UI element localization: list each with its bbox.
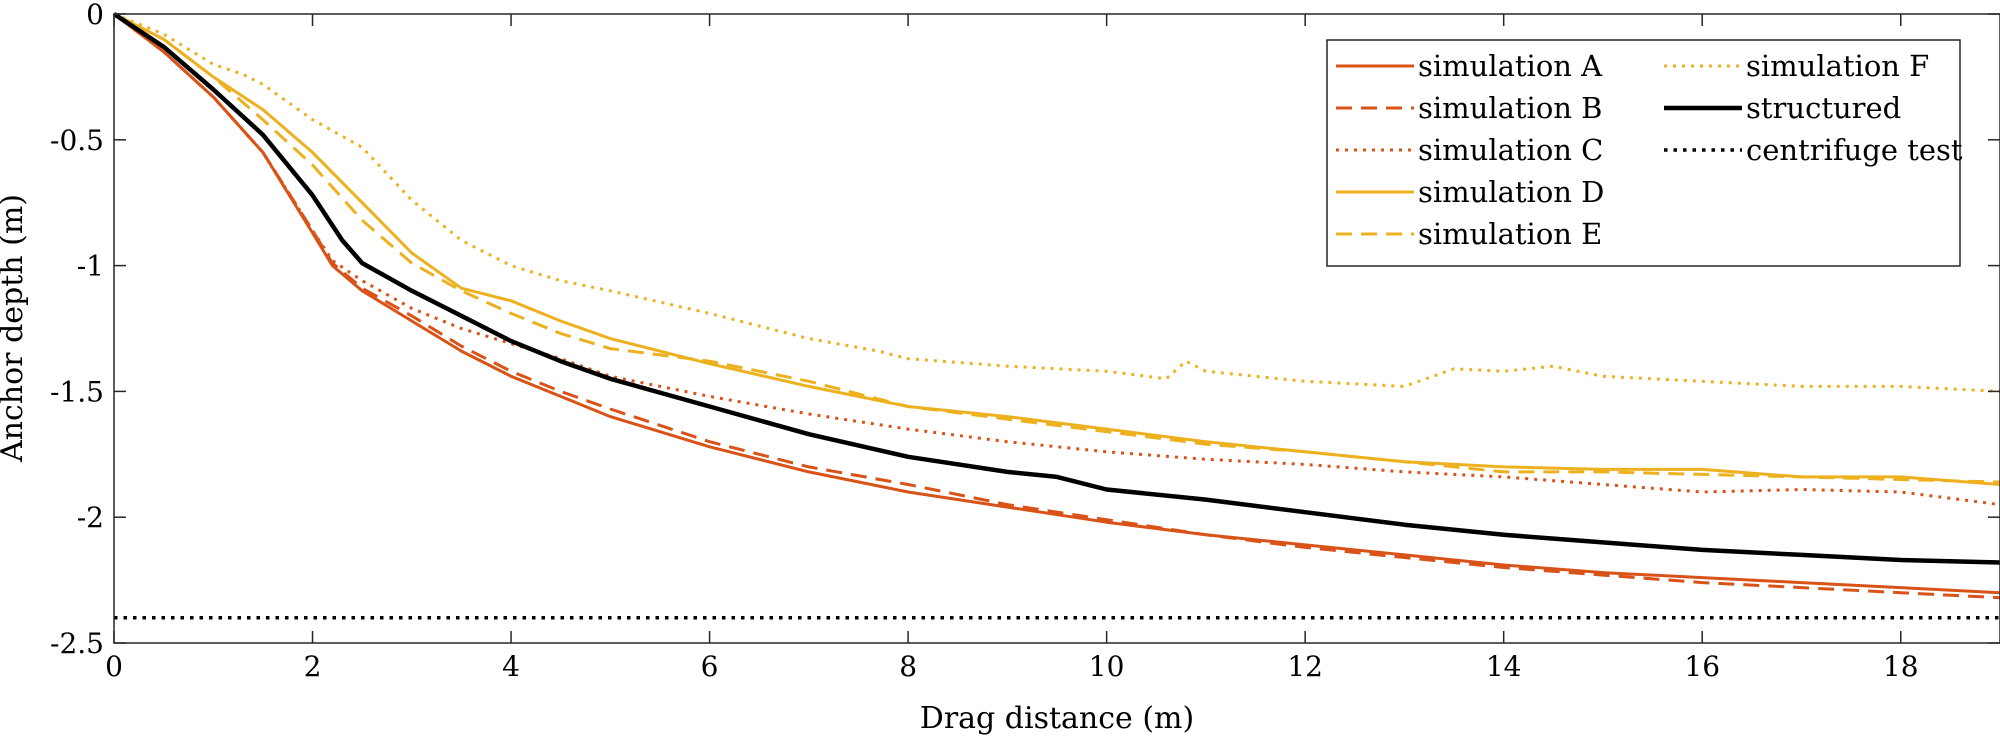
series-line-structured [112,12,2000,565]
y-tick-label: -2 [77,501,104,534]
y-axis-title: Anchor depth (m) [0,194,30,463]
legend-box [1326,39,1961,267]
y-tick-label: -1.5 [50,375,104,408]
plot-frame [113,13,2000,644]
x-tick-label: 2 [304,650,322,683]
legend-label-simulation-d: simulation D [1418,175,1604,209]
legend-label-simulation-b: simulation B [1418,91,1603,125]
legend-label-simulation-c: simulation C [1418,133,1603,167]
x-tick-label: 0 [105,650,123,683]
legend-label-simulation-f: simulation F [1746,49,1929,83]
x-axis-title: Drag distance (m) [920,701,1194,736]
x-tick-label: 14 [1486,650,1522,683]
legend-label-structured: structured [1746,91,1901,125]
legend-label-simulation-a: simulation A [1418,49,1603,83]
series-line-simulation-f [113,12,2000,393]
y-tick-label: -1 [77,250,104,283]
legend-label-simulation-e: simulation E [1418,217,1602,251]
x-tick-label: 12 [1287,650,1323,683]
x-tick-label: 18 [1883,650,1919,683]
y-tick-label: -2.5 [50,627,104,660]
x-tick-label: 4 [502,650,520,683]
x-tick-label: 8 [899,650,917,683]
ticks-layer: 0 2 4 6 8 10 12 14 16 18 0 -0.5 -1 -1.5 -2 -2.5 [50,0,2000,683]
legend: simulation A simulation B simulation C simu… [1326,39,1963,267]
series-line-simulation-b [113,12,2000,600]
series-line-simulation-d [113,12,2000,486]
x-tick-label: 6 [701,650,719,683]
x-tick-label: 16 [1684,650,1720,683]
series-line-simulation-e [113,12,2000,484]
y-tick-label: 0 [86,0,104,31]
y-tick-label: -0.5 [50,124,104,157]
x-tick-label: 10 [1089,650,1125,683]
series-layer [112,12,2000,620]
legend-label-centrifuge-test: centrifuge test [1746,133,1963,167]
